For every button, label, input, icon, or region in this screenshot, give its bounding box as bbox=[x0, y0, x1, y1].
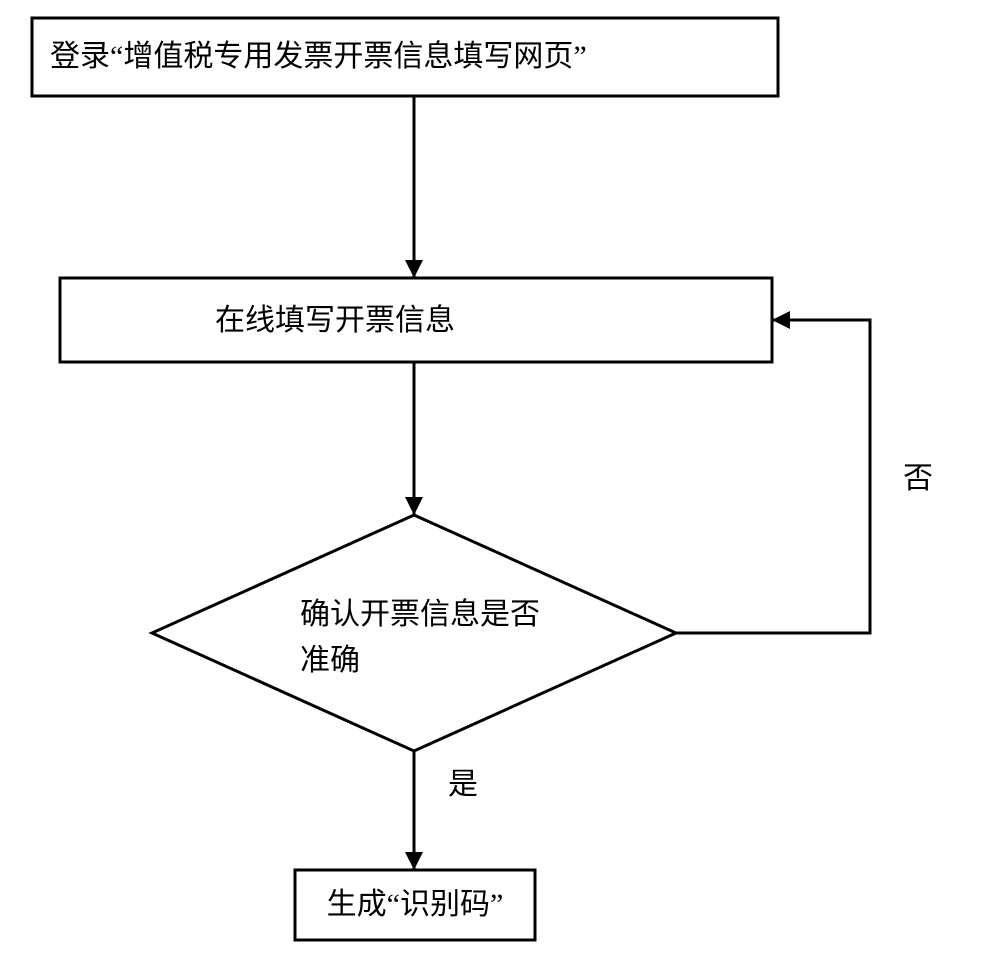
edge-label-decision_no_back: 否 bbox=[903, 462, 933, 495]
edge-label-decision_to_generate: 是 bbox=[448, 768, 478, 801]
flowchart-canvas: 是否登录“增值税专用发票开票信息填写网页”在线填写开票信息确认开票信息是否准确生… bbox=[0, 0, 1000, 958]
node-label-fill: 在线填写开票信息 bbox=[215, 304, 455, 337]
node-label-generate: 生成“识别码” bbox=[327, 888, 504, 921]
node-label-login: 登录“增值税专用发票开票信息填写网页” bbox=[50, 40, 587, 73]
